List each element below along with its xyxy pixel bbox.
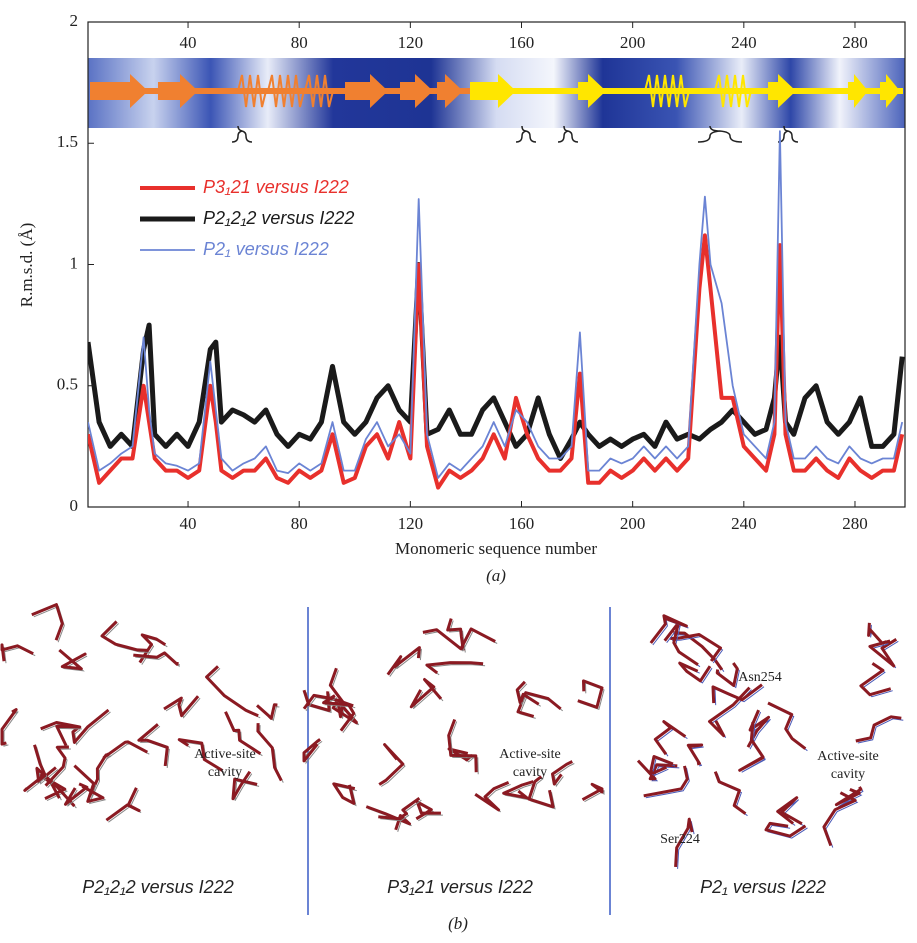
bond bbox=[416, 802, 441, 819]
annotation: Ser224 bbox=[660, 832, 700, 847]
y-tick-label: 1 bbox=[70, 253, 79, 272]
bond-shadow bbox=[209, 668, 261, 717]
annotation: Active-site bbox=[194, 747, 255, 762]
bond bbox=[778, 798, 802, 824]
x-tick-label: 240 bbox=[731, 514, 757, 533]
bond bbox=[449, 720, 477, 773]
x-tick-label: 80 bbox=[291, 514, 308, 533]
legend-label: P3₁21 versus I222 bbox=[203, 177, 349, 197]
bond bbox=[2, 645, 33, 661]
bond bbox=[856, 717, 902, 741]
panel-label: (b) bbox=[448, 914, 468, 933]
bond bbox=[388, 648, 420, 675]
bond bbox=[553, 762, 573, 785]
x-tick-label-top: 40 bbox=[180, 33, 197, 52]
x-tick-label: 280 bbox=[842, 514, 868, 533]
y-axis-label: R.m.s.d. (Å) bbox=[17, 223, 36, 308]
bond bbox=[379, 745, 403, 785]
secondary-structure-band bbox=[88, 58, 905, 142]
x-axis-label: Monomeric sequence number bbox=[395, 539, 597, 558]
bond bbox=[665, 623, 698, 665]
bond bbox=[334, 784, 355, 804]
x-tick-label: 200 bbox=[620, 514, 646, 533]
panel-caption: P2₁2₁2 versus I222 bbox=[82, 877, 233, 897]
x-tick-label-top: 120 bbox=[398, 33, 424, 52]
annotation: Active-site bbox=[817, 749, 878, 764]
x-tick-label-top: 280 bbox=[842, 33, 868, 52]
bond bbox=[139, 724, 167, 766]
bond-shadow bbox=[717, 774, 747, 816]
bond bbox=[655, 722, 685, 755]
panel-caption: P3₁21 versus I222 bbox=[387, 877, 533, 897]
y-tick-label: 1.5 bbox=[57, 132, 78, 151]
bond bbox=[104, 742, 147, 757]
x-tick-label-top: 160 bbox=[509, 33, 535, 52]
x-tick-label: 160 bbox=[509, 514, 535, 533]
x-tick-label-top: 200 bbox=[620, 33, 646, 52]
y-tick-label: 0.5 bbox=[57, 375, 78, 394]
legend-label: P2₁ versus I222 bbox=[203, 239, 329, 259]
bond bbox=[25, 745, 45, 791]
x-tick-label: 40 bbox=[180, 514, 197, 533]
y-tick-label: 2 bbox=[70, 11, 79, 30]
bond bbox=[32, 605, 63, 641]
bond bbox=[475, 782, 508, 810]
legend-label: P2₁2₁2 versus I222 bbox=[203, 208, 354, 228]
annotation: cavity bbox=[831, 767, 865, 782]
panel-caption: P2₁ versus I222 bbox=[700, 877, 826, 897]
annotation: cavity bbox=[208, 765, 242, 780]
bond bbox=[423, 629, 495, 649]
molecule-images bbox=[2, 605, 903, 869]
bond bbox=[106, 788, 139, 820]
panel-label: (a) bbox=[486, 566, 506, 585]
y-tick-label: 0 bbox=[70, 496, 79, 515]
bond bbox=[304, 739, 320, 761]
bond bbox=[258, 723, 281, 781]
annotation: Asn254 bbox=[738, 670, 782, 685]
bond-shadow bbox=[451, 722, 479, 775]
bond bbox=[578, 681, 602, 707]
x-tick-label: 120 bbox=[398, 514, 424, 533]
x-tick-label-top: 80 bbox=[291, 33, 308, 52]
bond-shadow bbox=[429, 665, 485, 675]
bond bbox=[768, 703, 805, 749]
bond bbox=[411, 680, 441, 707]
bond bbox=[427, 663, 483, 673]
figure: R.m.s.d. (Å) Monomeric sequence number (… bbox=[0, 0, 917, 938]
annotation: cavity bbox=[513, 765, 547, 780]
x-tick-label-top: 240 bbox=[731, 33, 757, 52]
annotation: Active-site bbox=[499, 747, 560, 762]
